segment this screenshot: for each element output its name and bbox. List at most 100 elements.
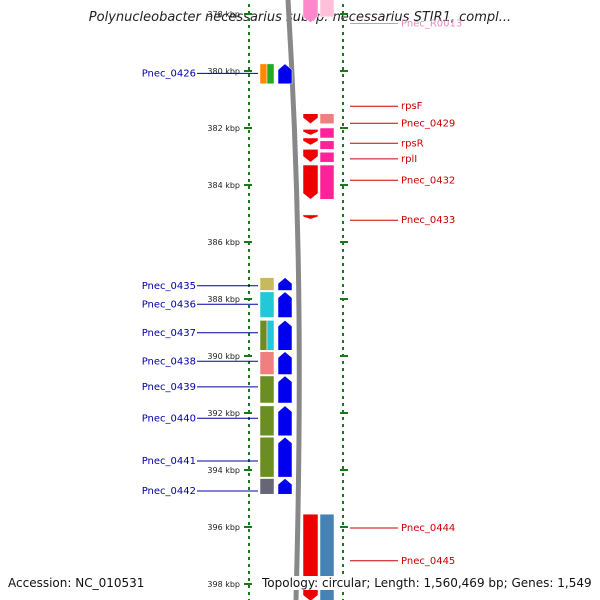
tick-dot <box>342 550 344 553</box>
tick-dot <box>248 130 250 133</box>
tick-dot <box>248 109 250 112</box>
gene-arrow[interactable] <box>277 351 293 375</box>
tick-dot <box>248 242 250 245</box>
tick-dot <box>342 172 344 175</box>
tick-dot <box>248 375 250 378</box>
gene-arrow[interactable] <box>277 405 293 437</box>
tick-dot <box>342 200 344 203</box>
gene-label[interactable]: Pnec_0439 <box>142 382 196 393</box>
gene-label[interactable]: Pnec_0429 <box>401 118 455 129</box>
gene-label[interactable]: Pnec_0441 <box>142 456 196 467</box>
gene-label[interactable]: Pnec_0437 <box>142 328 196 339</box>
tick-dot <box>248 158 250 161</box>
gene-arrow[interactable] <box>277 63 293 85</box>
tick-dot <box>342 417 344 420</box>
cog-box[interactable] <box>259 320 268 351</box>
gene-label[interactable]: Pnec_0442 <box>142 486 196 497</box>
tick-dot <box>342 249 344 252</box>
cog-box[interactable] <box>319 151 335 163</box>
gene-label[interactable]: Pnec_R0013 <box>401 19 462 30</box>
tick-dot <box>248 424 250 427</box>
gene-label[interactable]: Pnec_0440 <box>142 413 196 424</box>
tick-dot <box>342 88 344 91</box>
cog-box[interactable] <box>266 320 275 351</box>
gene-arrow[interactable] <box>302 137 319 146</box>
topology-text: Topology: circular; Length: 1,560,469 bp… <box>262 576 592 590</box>
left-tick-track <box>248 4 250 600</box>
cog-box[interactable] <box>259 291 275 318</box>
gene-arrow[interactable] <box>302 149 319 163</box>
tick-dot <box>248 228 250 231</box>
tick-dot <box>342 522 344 525</box>
tick-dot <box>342 18 344 21</box>
gene-arrow[interactable] <box>277 375 293 404</box>
major-tick <box>244 355 252 357</box>
cog-box[interactable] <box>266 63 275 85</box>
tick-dot <box>342 60 344 63</box>
gene-arrow[interactable] <box>302 214 319 220</box>
cog-box[interactable] <box>259 478 275 495</box>
tick-dot <box>342 193 344 196</box>
gene-label[interactable]: Pnec_0445 <box>401 556 455 567</box>
right-gene-labels[interactable]: Pnec_R0013 rpsF Pnec_0429 rpsR rplI Pnec_0432… <box>350 19 462 567</box>
gene-arrow[interactable] <box>302 0 319 23</box>
gene-label[interactable]: Pnec_0433 <box>401 215 455 226</box>
gene-arrow[interactable] <box>277 436 293 478</box>
gene-label[interactable]: Pnec_0426 <box>142 68 196 79</box>
tick-dot <box>248 543 250 546</box>
tick-dot <box>342 515 344 518</box>
tick-dot <box>342 228 344 231</box>
left-gene-labels[interactable]: Pnec_0426 Pnec_0435 Pnec_0436 Pnec_0437 Pnec… <box>142 68 258 497</box>
tick-dot <box>248 368 250 371</box>
axis-tick-label: 398 kbp <box>207 580 240 589</box>
tick-dot <box>342 11 344 14</box>
tick-dot <box>248 165 250 168</box>
tick-dot <box>342 235 344 238</box>
tick-dot <box>248 585 250 588</box>
tick-dot <box>342 403 344 406</box>
axis-tick-label: 394 kbp <box>207 466 240 475</box>
gene-label[interactable]: rplI <box>401 154 417 165</box>
cog-box[interactable] <box>319 140 335 150</box>
tick-dot <box>342 326 344 329</box>
cog-box[interactable] <box>319 127 335 139</box>
cog-box[interactable] <box>319 113 335 124</box>
cog-box[interactable] <box>319 164 335 200</box>
tick-dot <box>342 4 344 7</box>
tick-dot <box>248 459 250 462</box>
cog-box[interactable] <box>259 375 275 404</box>
gene-label[interactable]: Pnec_0438 <box>142 356 196 367</box>
gene-label[interactable]: Pnec_0436 <box>142 299 196 310</box>
tick-dot <box>248 88 250 91</box>
gene-label[interactable]: Pnec_0435 <box>142 281 196 292</box>
cog-box[interactable] <box>259 351 275 375</box>
tick-dot <box>248 186 250 189</box>
gene-label[interactable]: rpsF <box>401 101 423 112</box>
tick-dot <box>248 179 250 182</box>
gene-arrow[interactable] <box>302 113 319 125</box>
gene-label[interactable]: Pnec_0444 <box>401 523 455 534</box>
tick-dot <box>248 571 250 574</box>
cog-box[interactable] <box>259 436 275 478</box>
tick-dot <box>342 501 344 504</box>
cog-box[interactable] <box>259 277 275 291</box>
gene-arrow[interactable] <box>302 129 319 136</box>
gene-arrow[interactable] <box>277 291 293 318</box>
major-tick <box>340 241 348 243</box>
tick-dot <box>342 438 344 441</box>
major-tick <box>340 13 348 15</box>
gene-arrow[interactable] <box>302 164 319 200</box>
gene-arrow[interactable] <box>277 277 293 291</box>
tick-dot <box>248 396 250 399</box>
gene-arrow[interactable] <box>277 320 293 351</box>
cog-box[interactable] <box>259 63 268 85</box>
gene-label[interactable]: rpsR <box>401 138 424 149</box>
gene-arrow[interactable] <box>277 478 293 495</box>
tick-dot <box>248 319 250 322</box>
cog-box[interactable] <box>259 405 275 437</box>
gene-label[interactable]: Pnec_0432 <box>401 175 455 186</box>
tick-dot <box>248 403 250 406</box>
cog-box[interactable] <box>319 0 335 18</box>
tick-dot <box>248 137 250 140</box>
